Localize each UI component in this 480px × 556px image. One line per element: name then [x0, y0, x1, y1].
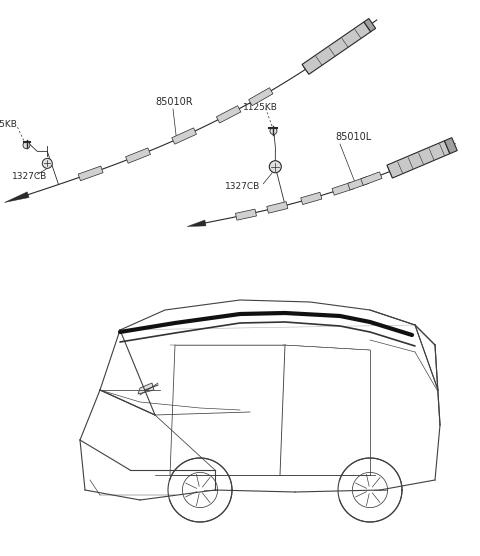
Text: 1327CB: 1327CB — [225, 182, 261, 191]
Polygon shape — [348, 177, 369, 190]
Text: 1327CB: 1327CB — [12, 172, 48, 181]
Polygon shape — [249, 88, 273, 106]
Polygon shape — [187, 220, 206, 226]
Text: 85010L: 85010L — [335, 132, 371, 142]
Polygon shape — [78, 166, 103, 181]
Text: 85010R: 85010R — [155, 97, 192, 107]
Polygon shape — [300, 192, 322, 205]
Polygon shape — [444, 138, 457, 153]
Polygon shape — [138, 383, 154, 394]
Polygon shape — [172, 128, 196, 144]
Circle shape — [270, 127, 277, 135]
Polygon shape — [4, 192, 29, 202]
Polygon shape — [302, 22, 371, 75]
Polygon shape — [267, 202, 288, 214]
Polygon shape — [126, 148, 151, 163]
Text: 1125KB: 1125KB — [0, 120, 17, 129]
Polygon shape — [387, 141, 450, 178]
Polygon shape — [332, 182, 353, 195]
Circle shape — [23, 142, 30, 148]
Circle shape — [269, 161, 281, 173]
Circle shape — [42, 158, 52, 168]
Text: 1125KB: 1125KB — [243, 103, 278, 112]
Polygon shape — [216, 106, 241, 123]
Polygon shape — [236, 209, 256, 220]
Polygon shape — [364, 18, 376, 32]
Polygon shape — [361, 172, 382, 185]
